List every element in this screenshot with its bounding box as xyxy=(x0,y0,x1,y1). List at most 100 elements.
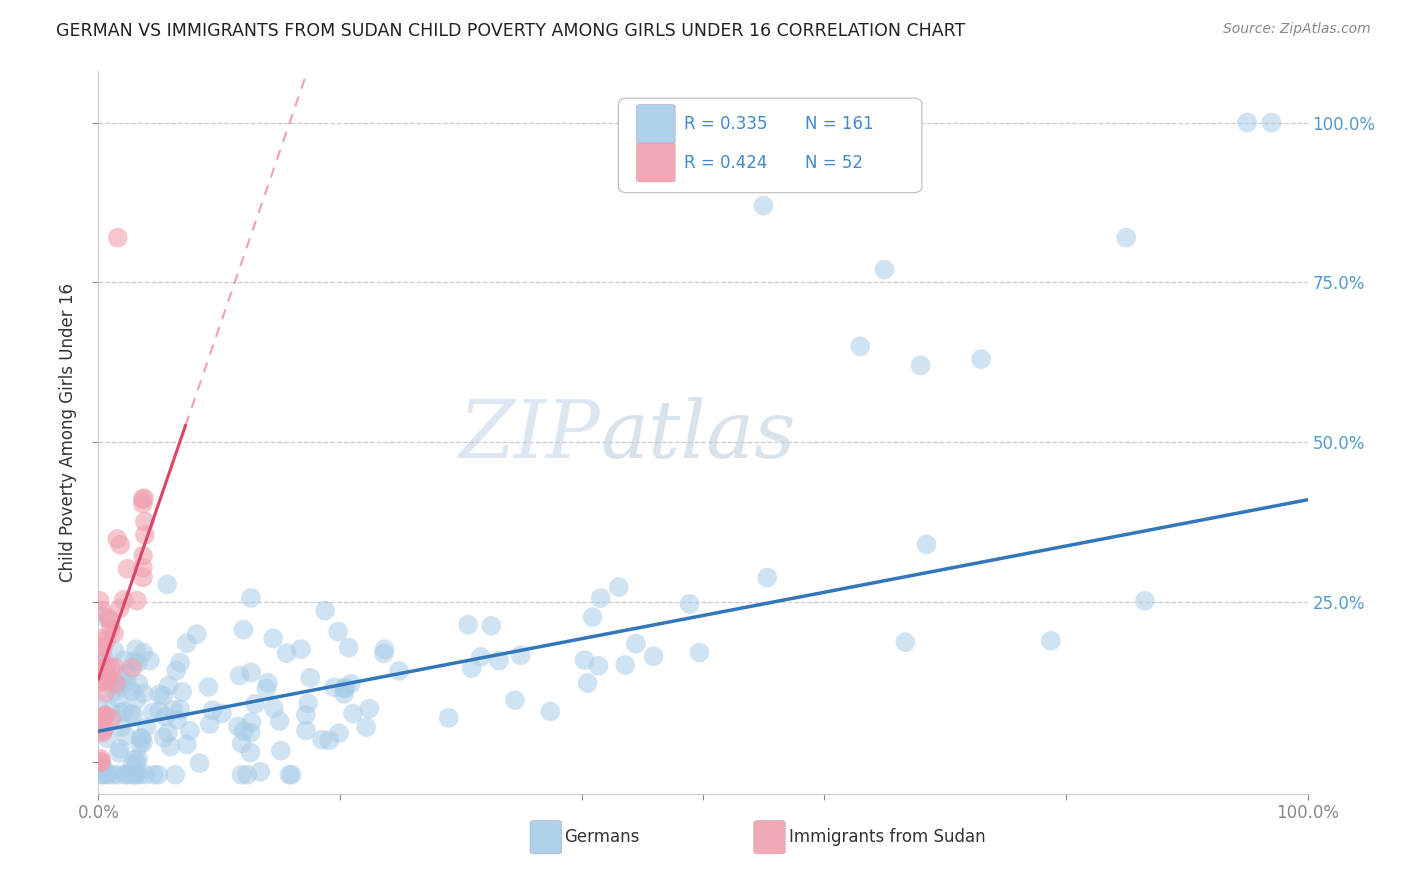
Point xyxy=(249,764,271,779)
Point xyxy=(678,597,700,611)
Point xyxy=(278,767,301,781)
Point xyxy=(231,767,253,781)
Point xyxy=(295,708,318,723)
Point xyxy=(176,636,198,650)
Text: atlas: atlas xyxy=(600,398,796,475)
Point xyxy=(115,767,138,781)
Point xyxy=(240,665,263,680)
Point xyxy=(359,701,381,715)
Point xyxy=(112,653,135,667)
FancyBboxPatch shape xyxy=(530,821,561,854)
Point xyxy=(90,662,112,676)
Point xyxy=(176,738,198,752)
Point xyxy=(124,767,146,781)
Point xyxy=(108,746,131,760)
Point xyxy=(589,591,612,605)
Point xyxy=(94,708,117,723)
Point xyxy=(125,692,148,706)
Point xyxy=(94,708,117,723)
Point xyxy=(232,623,254,637)
Text: N = 161: N = 161 xyxy=(804,115,873,133)
Point xyxy=(103,684,125,698)
Point xyxy=(581,610,603,624)
Point xyxy=(211,706,233,721)
Point xyxy=(111,680,134,694)
Point xyxy=(169,656,191,670)
Point xyxy=(96,632,118,647)
Point xyxy=(107,230,129,244)
Point xyxy=(131,492,153,507)
Point xyxy=(107,691,129,706)
Point xyxy=(100,622,122,636)
Point xyxy=(121,661,143,675)
Point xyxy=(90,755,112,769)
Point xyxy=(91,641,114,656)
Point xyxy=(114,705,136,719)
Point xyxy=(90,755,112,769)
Point xyxy=(157,678,180,692)
Point xyxy=(96,731,118,745)
Point xyxy=(688,645,710,659)
Point xyxy=(115,729,138,743)
Point xyxy=(333,681,356,696)
Point xyxy=(152,731,174,745)
Text: Germans: Germans xyxy=(564,829,640,847)
Point xyxy=(103,660,125,674)
Point xyxy=(96,767,118,781)
Point xyxy=(122,707,145,722)
Point xyxy=(503,693,526,707)
Point xyxy=(90,767,112,781)
Point xyxy=(87,697,110,711)
Point xyxy=(110,706,132,720)
Point xyxy=(342,706,364,721)
Point xyxy=(165,767,187,781)
Point xyxy=(89,714,111,728)
Point xyxy=(135,720,157,734)
Point xyxy=(337,640,360,655)
Point xyxy=(121,684,143,698)
Point xyxy=(159,739,181,754)
Point xyxy=(108,741,131,756)
Point xyxy=(128,676,150,690)
Point xyxy=(114,767,136,781)
Point xyxy=(94,662,117,676)
Point xyxy=(607,580,630,594)
Point xyxy=(132,560,155,574)
Point xyxy=(120,707,142,722)
Point xyxy=(148,705,170,719)
Point xyxy=(226,719,249,733)
Point xyxy=(112,592,135,607)
Point xyxy=(90,632,112,646)
Text: GERMAN VS IMMIGRANTS FROM SUDAN CHILD POVERTY AMONG GIRLS UNDER 16 CORRELATION C: GERMAN VS IMMIGRANTS FROM SUDAN CHILD PO… xyxy=(56,22,966,40)
Point xyxy=(132,549,155,563)
Point xyxy=(129,731,152,746)
Point xyxy=(457,617,479,632)
Point xyxy=(388,664,411,678)
Point xyxy=(509,648,531,663)
Point xyxy=(132,646,155,660)
Point xyxy=(142,705,165,719)
Text: Source: ZipAtlas.com: Source: ZipAtlas.com xyxy=(1223,22,1371,37)
Point xyxy=(328,726,350,740)
Point xyxy=(311,732,333,747)
Point xyxy=(90,724,112,739)
Point xyxy=(100,712,122,726)
Point xyxy=(614,657,637,672)
Point xyxy=(91,673,114,688)
Point xyxy=(1115,230,1137,244)
Point xyxy=(156,577,179,591)
Point xyxy=(373,642,395,657)
Point xyxy=(156,725,179,739)
Point xyxy=(756,571,779,585)
Point xyxy=(1133,594,1156,608)
Point xyxy=(127,751,149,765)
Point xyxy=(93,673,115,688)
Point xyxy=(91,655,114,669)
Point xyxy=(108,601,131,615)
Point xyxy=(915,537,938,551)
Point xyxy=(97,670,120,684)
Point xyxy=(91,640,114,654)
Point xyxy=(849,339,872,353)
FancyBboxPatch shape xyxy=(637,104,675,144)
Point xyxy=(94,685,117,699)
